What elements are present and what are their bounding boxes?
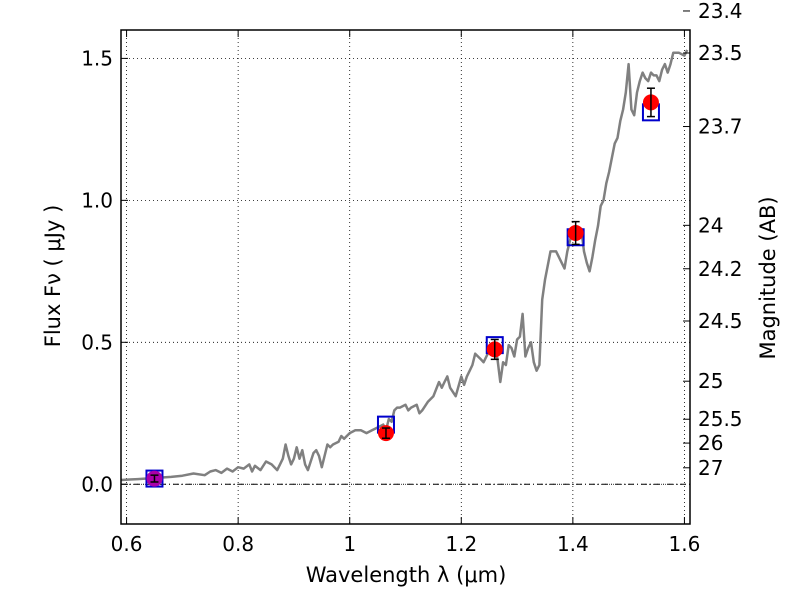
y2-tick-label: 23.4 — [698, 0, 743, 23]
x-tick-label: 1.2 — [445, 532, 477, 556]
y2-tick-label: 26 — [698, 431, 723, 455]
y2-tick-label: 27 — [698, 456, 723, 480]
x-axis: 0.6 0.8 1 1.2 1.4 1.6 — [111, 30, 701, 556]
y2-axis-title: Magnitude (AB) — [756, 196, 780, 359]
model-markers — [145, 103, 660, 488]
x-tick-label: 0.6 — [111, 532, 143, 556]
plot-frame — [120, 29, 691, 525]
spectrum-line — [120, 49, 689, 482]
y-axis: 0.0 0.5 1.0 1.5 — [81, 46, 128, 496]
y2-tick-label: 24.5 — [698, 309, 743, 333]
x-axis-title: Wavelength λ (μm) — [306, 563, 507, 587]
y-tick-label: 0.5 — [81, 330, 113, 354]
y2-tick-label: 23.7 — [698, 115, 743, 139]
y-tick-label: 1.0 — [81, 188, 113, 212]
y2-tick-label: 23.5 — [698, 41, 743, 65]
x-tick-label: 1 — [343, 532, 356, 556]
y-tick-label: 1.5 — [81, 46, 113, 70]
x-tick-label: 1.6 — [669, 532, 701, 556]
y2-tick-label: 25.5 — [698, 407, 743, 431]
x-tick-label: 1.4 — [557, 532, 589, 556]
y-tick-label: 0.0 — [81, 472, 113, 496]
observed-markers — [146, 87, 659, 487]
y-axis-title: Flux Fν ( μJy ) — [41, 205, 65, 348]
y2-tick-label: 25 — [698, 369, 723, 393]
y2-tick-label: 24.2 — [698, 257, 743, 281]
y2-tick-label: 24 — [698, 213, 723, 237]
grid — [121, 30, 690, 524]
x-tick-label: 0.8 — [222, 532, 254, 556]
